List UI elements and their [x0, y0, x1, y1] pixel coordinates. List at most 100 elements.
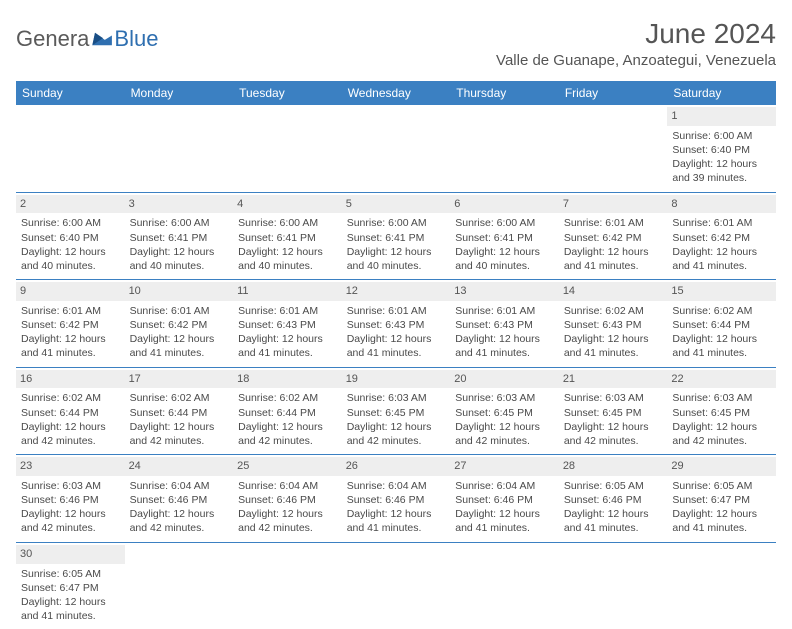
day-info: Sunrise: 6:05 AMSunset: 6:47 PMDaylight:…: [20, 567, 121, 624]
calendar-day-cell: 12Sunrise: 6:01 AMSunset: 6:43 PMDayligh…: [342, 280, 451, 368]
sunset-text: Sunset: 6:44 PM: [130, 406, 229, 420]
daylight-text-2: and 40 minutes.: [21, 259, 120, 273]
calendar-day-cell: 11Sunrise: 6:01 AMSunset: 6:43 PMDayligh…: [233, 280, 342, 368]
sunset-text: Sunset: 6:42 PM: [130, 318, 229, 332]
daylight-text-1: Daylight: 12 hours: [130, 507, 229, 521]
day-number: 9: [16, 282, 125, 301]
calendar-empty-cell: .: [342, 105, 451, 192]
sunset-text: Sunset: 6:45 PM: [455, 406, 554, 420]
sunrise-text: Sunrise: 6:02 AM: [130, 391, 229, 405]
sunrise-text: Sunrise: 6:00 AM: [238, 216, 337, 230]
daylight-text-2: and 41 minutes.: [455, 346, 554, 360]
sunset-text: Sunset: 6:46 PM: [347, 493, 446, 507]
calendar-day-cell: 24Sunrise: 6:04 AMSunset: 6:46 PMDayligh…: [125, 455, 234, 543]
day-number: 1: [667, 107, 776, 126]
daylight-text-1: Daylight: 12 hours: [347, 332, 446, 346]
daylight-text-2: and 40 minutes.: [130, 259, 229, 273]
day-number: 28: [559, 457, 668, 476]
calendar-empty-cell: .: [125, 105, 234, 192]
day-info: Sunrise: 6:01 AMSunset: 6:42 PMDaylight:…: [671, 216, 772, 273]
daylight-text-1: Daylight: 12 hours: [238, 332, 337, 346]
flag-icon: [92, 31, 114, 47]
calendar-empty-cell: .: [450, 105, 559, 192]
day-number: 26: [342, 457, 451, 476]
sunrise-text: Sunrise: 6:00 AM: [672, 129, 771, 143]
calendar-empty-cell: .: [233, 105, 342, 192]
calendar-week-row: ......1Sunrise: 6:00 AMSunset: 6:40 PMDa…: [16, 105, 776, 192]
day-number: 20: [450, 370, 559, 389]
day-info: Sunrise: 6:00 AMSunset: 6:40 PMDaylight:…: [20, 216, 121, 273]
daylight-text-1: Daylight: 12 hours: [455, 332, 554, 346]
daylight-text-2: and 42 minutes.: [238, 434, 337, 448]
calendar-day-cell: 6Sunrise: 6:00 AMSunset: 6:41 PMDaylight…: [450, 192, 559, 280]
calendar-day-cell: 1Sunrise: 6:00 AMSunset: 6:40 PMDaylight…: [667, 105, 776, 192]
day-number: 8: [667, 195, 776, 214]
sunset-text: Sunset: 6:45 PM: [347, 406, 446, 420]
sunrise-text: Sunrise: 6:02 AM: [21, 391, 120, 405]
day-info: Sunrise: 6:02 AMSunset: 6:44 PMDaylight:…: [20, 391, 121, 448]
calendar-empty-cell: .: [125, 542, 234, 629]
day-info: Sunrise: 6:03 AMSunset: 6:45 PMDaylight:…: [346, 391, 447, 448]
daylight-text-2: and 42 minutes.: [130, 434, 229, 448]
calendar-day-cell: 29 Sunrise: 6:05 AMSunset: 6:47 PMDayligh…: [667, 455, 776, 543]
sunrise-text: Sunrise: 6:03 AM: [21, 479, 120, 493]
calendar-day-cell: 23Sunrise: 6:03 AMSunset: 6:46 PMDayligh…: [16, 455, 125, 543]
sunrise-text: Sunrise: 6:00 AM: [21, 216, 120, 230]
calendar-day-cell: 28Sunrise: 6:05 AMSunset: 6:46 PMDayligh…: [559, 455, 668, 543]
calendar-day-cell: 21Sunrise: 6:03 AMSunset: 6:45 PMDayligh…: [559, 367, 668, 455]
calendar-week-row: 30Sunrise: 6:05 AMSunset: 6:47 PMDayligh…: [16, 542, 776, 629]
daylight-text-2: and 42 minutes.: [21, 434, 120, 448]
daylight-text-1: Daylight: 12 hours: [21, 595, 120, 609]
daylight-text-2: and 41 minutes.: [347, 346, 446, 360]
sunrise-text: Sunrise: 6:03 AM: [347, 391, 446, 405]
daylight-text-2: and 41 minutes.: [21, 609, 120, 623]
sunset-text: Sunset: 6:47 PM: [21, 581, 120, 595]
calendar-day-cell: 2 Sunrise: 6:00 AMSunset: 6:40 PMDaylight…: [16, 192, 125, 280]
sunset-text: Sunset: 6:44 PM: [672, 318, 771, 332]
daylight-text-1: Daylight: 12 hours: [564, 332, 663, 346]
daylight-text-1: Daylight: 12 hours: [672, 245, 771, 259]
daylight-text-1: Daylight: 12 hours: [347, 245, 446, 259]
sunset-text: Sunset: 6:43 PM: [564, 318, 663, 332]
daylight-text-1: Daylight: 12 hours: [347, 420, 446, 434]
sunrise-text: Sunrise: 6:00 AM: [455, 216, 554, 230]
day-info: Sunrise: 6:03 AMSunset: 6:45 PMDaylight:…: [454, 391, 555, 448]
sunrise-text: Sunrise: 6:04 AM: [238, 479, 337, 493]
day-info: Sunrise: 6:05 AMSunset: 6:47 PMDaylight:…: [671, 479, 772, 536]
daylight-text-2: and 41 minutes.: [672, 521, 771, 535]
sunrise-text: Sunrise: 6:01 AM: [21, 304, 120, 318]
calendar-day-cell: 22Sunrise: 6:03 AMSunset: 6:45 PMDayligh…: [667, 367, 776, 455]
sunrise-text: Sunrise: 6:00 AM: [347, 216, 446, 230]
sunset-text: Sunset: 6:46 PM: [455, 493, 554, 507]
daylight-text-2: and 42 minutes.: [347, 434, 446, 448]
day-number: 24: [125, 457, 234, 476]
daylight-text-1: Daylight: 12 hours: [21, 507, 120, 521]
daylight-text-1: Daylight: 12 hours: [564, 245, 663, 259]
day-info: Sunrise: 6:01 AMSunset: 6:42 PMDaylight:…: [129, 304, 230, 361]
sunset-text: Sunset: 6:44 PM: [21, 406, 120, 420]
day-number: 15: [667, 282, 776, 301]
day-number: 7: [559, 195, 668, 214]
day-number: 25: [233, 457, 342, 476]
day-info: Sunrise: 6:00 AMSunset: 6:41 PMDaylight:…: [237, 216, 338, 273]
day-info: Sunrise: 6:01 AMSunset: 6:43 PMDaylight:…: [454, 304, 555, 361]
day-number: 14: [559, 282, 668, 301]
day-info: Sunrise: 6:00 AMSunset: 6:41 PMDaylight:…: [346, 216, 447, 273]
calendar-day-cell: 18Sunrise: 6:02 AMSunset: 6:44 PMDayligh…: [233, 367, 342, 455]
day-info: Sunrise: 6:01 AMSunset: 6:42 PMDaylight:…: [20, 304, 121, 361]
calendar-day-cell: 25Sunrise: 6:04 AMSunset: 6:46 PMDayligh…: [233, 455, 342, 543]
day-header: Wednesday: [342, 81, 451, 105]
calendar-table: SundayMondayTuesdayWednesdayThursdayFrid…: [16, 81, 776, 629]
day-number: 27: [450, 457, 559, 476]
sunrise-text: Sunrise: 6:02 AM: [238, 391, 337, 405]
day-number: 29: [667, 457, 776, 476]
sunrise-text: Sunrise: 6:01 AM: [238, 304, 337, 318]
day-number: 23: [16, 457, 125, 476]
calendar-day-cell: 13Sunrise: 6:01 AMSunset: 6:43 PMDayligh…: [450, 280, 559, 368]
day-number: 22: [667, 370, 776, 389]
sunrise-text: Sunrise: 6:01 AM: [347, 304, 446, 318]
daylight-text-1: Daylight: 12 hours: [130, 245, 229, 259]
daylight-text-1: Daylight: 12 hours: [21, 420, 120, 434]
calendar-week-row: 16Sunrise: 6:02 AMSunset: 6:44 PMDayligh…: [16, 367, 776, 455]
day-number: 2: [16, 195, 125, 214]
